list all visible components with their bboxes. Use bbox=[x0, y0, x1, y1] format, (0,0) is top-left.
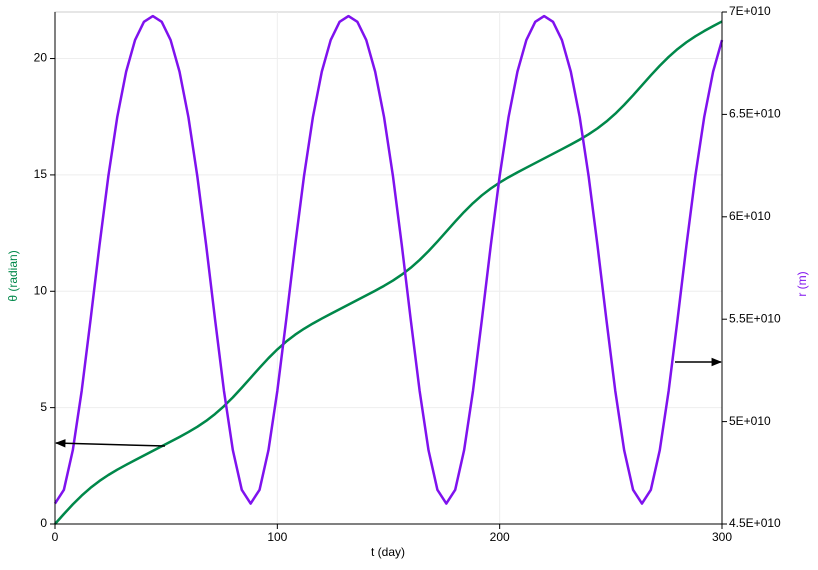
y2-tick-label: 7E+010 bbox=[729, 4, 771, 18]
x-tick-label: 0 bbox=[52, 530, 59, 544]
x-tick-label: 300 bbox=[712, 530, 732, 544]
x-tick-label: 100 bbox=[267, 530, 287, 544]
y2-tick-label: 5.5E+010 bbox=[729, 311, 781, 325]
y2-tick-label: 6E+010 bbox=[729, 209, 771, 223]
y-tick-label: 5 bbox=[40, 400, 47, 414]
y-tick-label: 20 bbox=[34, 51, 48, 65]
y-tick-label: 15 bbox=[34, 167, 48, 181]
series-line bbox=[54, 20, 723, 525]
y2-tick-label: 6.5E+010 bbox=[729, 107, 781, 121]
x-tick-label: 200 bbox=[490, 530, 510, 544]
series-line bbox=[53, 14, 724, 505]
y2-axis-label: r (m) bbox=[795, 271, 809, 296]
y-tick-label: 10 bbox=[34, 283, 48, 297]
plot-area bbox=[54, 11, 723, 525]
y2-tick-label: 4.5E+010 bbox=[729, 516, 781, 530]
y-axis-label: θ (radian) bbox=[6, 250, 20, 301]
y2-tick-label: 5E+010 bbox=[729, 414, 771, 428]
y-tick-label: 0 bbox=[40, 516, 47, 530]
x-axis-label: t (day) bbox=[371, 545, 405, 559]
arrow-to-left-axis bbox=[54, 439, 166, 448]
